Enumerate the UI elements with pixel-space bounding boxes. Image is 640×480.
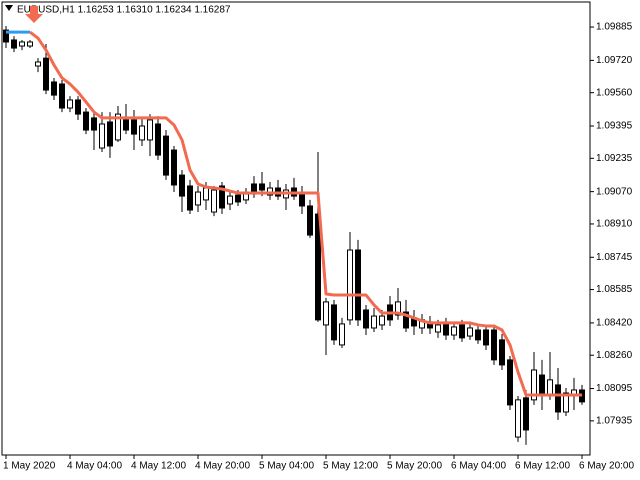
y-tick-label: 1.09235 [596, 153, 633, 164]
y-tick-label: 1.08420 [596, 318, 633, 329]
candle-body [355, 249, 361, 321]
candle-body [307, 205, 313, 236]
y-tick-label: 1.09070 [596, 186, 633, 197]
y-tick-label: 1.08095 [596, 383, 633, 394]
candle-body [555, 384, 561, 413]
candle-body [491, 329, 497, 361]
indicator-line [29, 30, 582, 397]
candle-body [107, 121, 113, 147]
symbol-menu-icon[interactable] [5, 5, 13, 11]
y-tick-label: 1.08260 [596, 350, 633, 361]
y-tick-label: 1.09885 [596, 22, 633, 33]
x-tick-label: 4 May 04:00 [67, 461, 122, 472]
candle-body [35, 61, 41, 67]
y-tick-label: 1.09395 [596, 121, 633, 132]
y-tick-label: 1.08585 [596, 284, 633, 295]
candle-body [435, 324, 441, 333]
candle-body [531, 369, 537, 401]
candle-body [499, 339, 505, 366]
candle-body [235, 194, 241, 203]
x-tick-label: 4 May 12:00 [131, 461, 186, 472]
candle-body [539, 374, 545, 396]
candle-body [195, 191, 201, 206]
candle-body [99, 123, 105, 149]
candle-body [483, 329, 489, 346]
candle-body [59, 83, 65, 109]
sell-signal-arrow [25, 6, 43, 23]
candle-body [339, 323, 345, 346]
candle-body [163, 135, 169, 176]
candle-body [331, 304, 337, 341]
y-tick-label: 1.09720 [596, 55, 633, 66]
candle-body [243, 193, 249, 201]
candle-body [203, 187, 209, 201]
candle-body [315, 213, 321, 321]
x-tick-label: 5 May 04:00 [259, 461, 314, 472]
candle-body [11, 39, 17, 49]
candle-body [27, 41, 33, 47]
candle-body [147, 119, 153, 141]
candle-body [19, 41, 25, 47]
candle-body [371, 315, 377, 329]
candle-body [179, 174, 185, 197]
candle-body [187, 185, 193, 211]
candle-body [131, 119, 137, 135]
candle-body [219, 185, 225, 209]
x-tick-label: 5 May 20:00 [387, 461, 442, 472]
candle-body [115, 113, 121, 141]
candle-body [395, 301, 401, 316]
candle-body [379, 315, 385, 326]
candle-body [171, 149, 177, 186]
candle-body [347, 249, 353, 321]
candle-body [123, 119, 129, 131]
plot-frame [1, 1, 591, 456]
y-tick-label: 1.08745 [596, 252, 633, 263]
candle-body [3, 29, 9, 43]
x-tick-label: 5 May 12:00 [323, 461, 378, 472]
candle-body [515, 399, 521, 438]
candle-body [91, 117, 97, 131]
candle-body [467, 327, 473, 337]
candle-body [299, 193, 305, 207]
candle-body [139, 125, 145, 141]
candle-body [51, 81, 57, 96]
candle-body [475, 329, 481, 341]
y-tick-label: 1.09560 [596, 87, 633, 98]
candle-body [227, 195, 233, 205]
candle-body [267, 187, 273, 196]
chart-title: EURUSD,H1 1.16253 1.16310 1.16234 1.1628… [17, 5, 231, 16]
x-tick-label: 6 May 04:00 [451, 461, 506, 472]
x-tick-label: 1 May 2020 [3, 461, 56, 472]
x-tick-label: 4 May 20:00 [195, 461, 250, 472]
candle-body [363, 309, 369, 329]
candle-body [259, 183, 265, 191]
candle-body [83, 111, 89, 131]
x-tick-label: 6 May 20:00 [579, 461, 634, 472]
candle-body [75, 99, 81, 115]
candle-body [67, 99, 73, 109]
candle-body [323, 301, 329, 326]
candle-body [459, 324, 465, 339]
candle-body [523, 397, 529, 431]
candle-body [211, 189, 217, 213]
candle-body [155, 123, 161, 156]
candle-body [451, 326, 457, 336]
candle-body [563, 392, 569, 413]
candle-body [443, 322, 449, 336]
candle-body [43, 57, 49, 91]
candle-body [507, 359, 513, 406]
y-tick-label: 1.07935 [596, 416, 633, 427]
candle-body [403, 311, 409, 329]
y-tick-label: 1.08910 [596, 219, 633, 230]
candle-body [547, 379, 553, 396]
x-tick-label: 6 May 12:00 [515, 461, 570, 472]
